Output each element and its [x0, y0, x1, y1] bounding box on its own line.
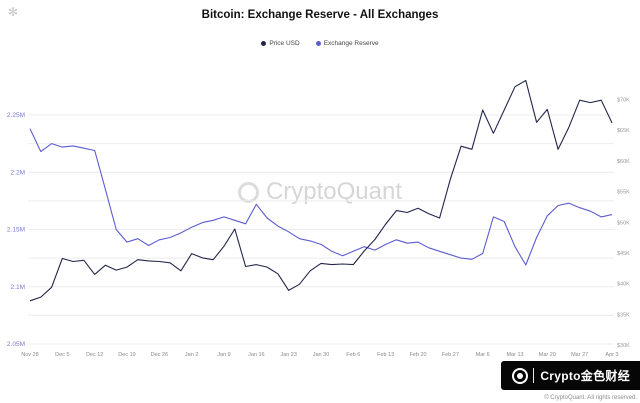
x-axis-label: Mar 20	[539, 352, 556, 358]
x-axis-label: Feb 20	[409, 352, 426, 358]
x-axis-label: Apr 3	[605, 352, 618, 358]
x-axis-label: Feb 13	[377, 352, 394, 358]
right-axis-label: $70K	[617, 98, 630, 104]
price-usd-legend-marker	[261, 41, 267, 46]
right-axis-label: $45K	[617, 251, 630, 257]
x-axis-label: Jan 2	[185, 352, 198, 358]
right-axis-label: $30K	[617, 343, 630, 349]
chart-title: Bitcoin: Exchange Reserve - All Exchange…	[201, 9, 439, 21]
copyright-text: © CryptoQuant. All rights reserved.	[544, 395, 637, 401]
x-axis-label: Nov 28	[21, 352, 38, 358]
right-axis-label: $40K	[617, 282, 630, 288]
x-axis-label: Jan 16	[248, 352, 265, 358]
x-axis-label: Mar 27	[571, 352, 588, 358]
legend-item-exchange-reserve[interactable]: Exchange Reserve	[315, 40, 379, 47]
legend-item-price-usd[interactable]: Price USD	[261, 40, 300, 47]
x-axis-label: Dec 19	[118, 352, 135, 358]
chart-legend: Price USD Exchange Reserve	[0, 40, 640, 47]
series-price-usd	[29, 79, 613, 302]
x-axis-label: Dec 5	[55, 352, 69, 358]
x-axis-label: Jan 30	[313, 352, 330, 358]
left-axis-label: 2.1M	[11, 284, 25, 291]
jinse-brand-text: Crypto金色财经	[540, 369, 630, 383]
x-axis-label: Dec 12	[86, 352, 103, 358]
x-axis-label: Jan 9	[217, 352, 230, 358]
jinse-finance-logo: Crypto金色财经	[501, 361, 640, 390]
x-axis-label: Jan 23	[280, 352, 297, 358]
legend-label: Price USD	[269, 40, 300, 47]
x-axis-label: Feb 6	[346, 352, 360, 358]
x-axis-label: Mar 6	[476, 352, 490, 358]
left-axis-label: 2.15M	[7, 227, 25, 234]
right-axis-label: $55K	[617, 190, 630, 196]
x-axis-label: Feb 27	[442, 352, 459, 358]
left-axis-label: 2.05M	[7, 341, 25, 348]
screenshot-watermark-icon: ✻	[8, 5, 19, 19]
right-axis-label: $35K	[617, 312, 630, 318]
right-axis-label: $60K	[617, 159, 630, 165]
logo-divider	[533, 368, 535, 383]
left-axis-label: 2.2M	[11, 169, 25, 176]
right-axis-label: $65K	[617, 128, 630, 134]
jinse-logo-icon	[512, 367, 529, 384]
exchange-reserve-legend-marker	[315, 41, 321, 46]
x-axis-label: Dec 26	[151, 352, 168, 358]
series-exchange-reserve	[29, 128, 613, 266]
legend-label: Exchange Reserve	[323, 40, 379, 47]
right-axis-label: $50K	[617, 220, 630, 226]
left-axis-label: 2.25M	[7, 112, 25, 119]
x-axis-label: Mar 13	[506, 352, 523, 358]
